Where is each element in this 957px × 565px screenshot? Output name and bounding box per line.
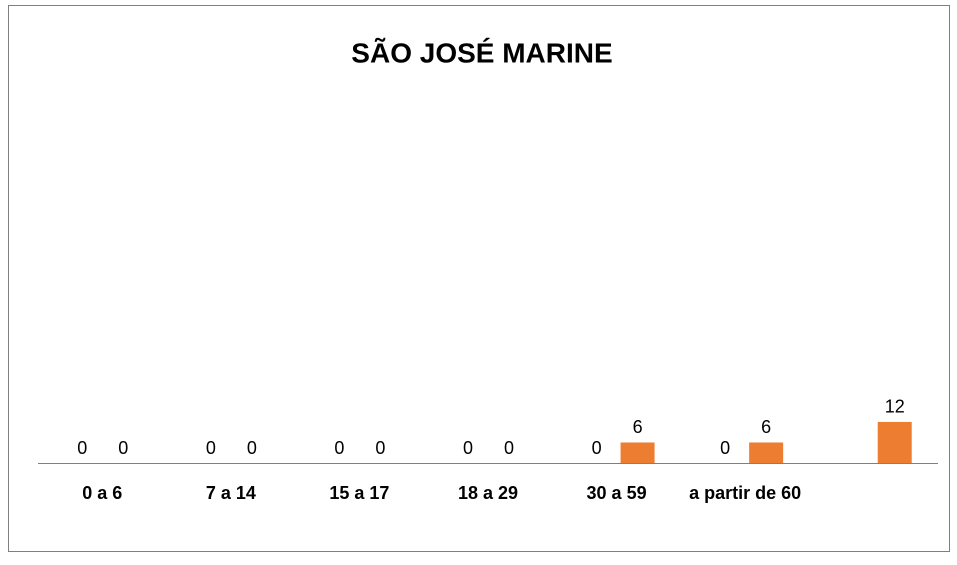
- x-tick-label: a partir de 60: [689, 483, 802, 503]
- x-tick-label: 15 a 17: [329, 483, 390, 503]
- x-tick-label: 18 a 29: [457, 483, 519, 503]
- bar: [749, 442, 784, 463]
- data-label: 6: [761, 417, 771, 437]
- data-label: 0: [720, 438, 730, 458]
- data-label: 0: [592, 438, 602, 458]
- data-label: 0: [206, 438, 216, 458]
- bar: [877, 421, 912, 463]
- data-label: 12: [885, 397, 905, 417]
- data-label: 0: [504, 438, 514, 458]
- x-tick-label: 30 a 59: [586, 483, 647, 503]
- x-tick-label: 0 a 6: [82, 483, 123, 503]
- chart-frame: [8, 5, 950, 552]
- data-label: 0: [334, 438, 344, 458]
- data-label: 0: [375, 438, 385, 458]
- data-label: 0: [247, 438, 257, 458]
- data-label: 0: [463, 438, 473, 458]
- data-label: 0: [77, 438, 87, 458]
- bar: [620, 442, 655, 463]
- data-label: 6: [633, 417, 643, 437]
- x-tick-label: 7 a 14: [205, 483, 256, 503]
- data-label: 0: [118, 438, 128, 458]
- chart-title: SÃO JOSÉ MARINE: [351, 37, 612, 68]
